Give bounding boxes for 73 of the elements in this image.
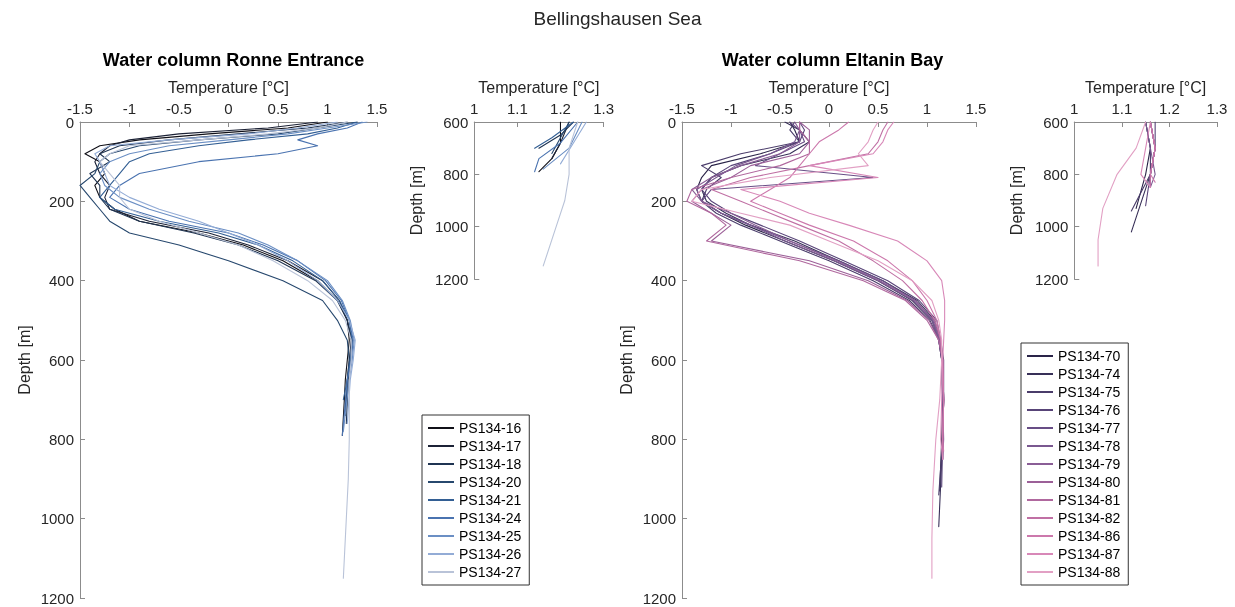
legend-label: PS134-81 xyxy=(1058,492,1121,508)
y-tick-label: 600 xyxy=(48,351,74,369)
y-tick-label: 800 xyxy=(443,165,469,183)
y-axis-title: Depth [m] xyxy=(407,165,425,236)
x-tick-label: 1.3 xyxy=(1206,100,1228,117)
legend-label: PS134-76 xyxy=(1058,402,1121,418)
legend-label: PS134-78 xyxy=(1058,438,1121,454)
y-tick-label: 600 xyxy=(650,351,676,369)
x-tick-label: 1 xyxy=(1070,100,1079,117)
x-axis-title: Temperature [°C] xyxy=(478,78,600,96)
chart-title: Water column Eltanin Bay xyxy=(721,50,944,70)
legend-label: PS134-87 xyxy=(1058,546,1121,562)
legend-label: PS134-27 xyxy=(459,564,522,580)
legend-label: PS134-24 xyxy=(459,510,522,526)
x-tick-label: 0 xyxy=(224,100,233,117)
x-tick-label: 0.5 xyxy=(267,100,289,117)
y-axis-title: Depth [m] xyxy=(1007,165,1025,236)
y-tick-label: 200 xyxy=(650,192,676,210)
y-tick-label: 600 xyxy=(443,113,469,131)
legend-label: PS134-77 xyxy=(1058,420,1121,436)
x-tick-label: 0 xyxy=(824,100,834,117)
x-tick-label: 1.5 xyxy=(965,100,987,117)
x-tick-label: 1.2 xyxy=(1158,100,1180,117)
x-tick-label: -0.5 xyxy=(767,100,793,117)
y-tick-label: 1200 xyxy=(40,589,74,607)
legend-label: PS134-20 xyxy=(459,474,522,490)
y-tick-label: 1000 xyxy=(434,218,469,236)
y-tick-label: 400 xyxy=(650,272,676,290)
legend-label: PS134-21 xyxy=(459,492,522,508)
y-tick-label: 800 xyxy=(650,430,676,448)
y-tick-label: 1000 xyxy=(642,510,676,528)
y-tick-label: 400 xyxy=(48,272,74,290)
y-tick-label: 1200 xyxy=(642,589,676,607)
y-tick-label: 1200 xyxy=(434,270,469,288)
legend-label: PS134-26 xyxy=(459,546,522,562)
legend-label: PS134-86 xyxy=(1058,528,1121,544)
y-tick-label: 800 xyxy=(48,430,74,448)
legend-label: PS134-70 xyxy=(1058,348,1121,364)
x-tick-label: 0.5 xyxy=(867,100,889,117)
legend-label: PS134-82 xyxy=(1058,510,1121,526)
legend-label: PS134-16 xyxy=(459,420,522,436)
legend-label: PS134-80 xyxy=(1058,474,1121,490)
legend-label: PS134-18 xyxy=(459,456,522,472)
x-tick-label: 1 xyxy=(922,100,932,117)
x-tick-label: 1 xyxy=(323,100,332,117)
y-tick-label: 1000 xyxy=(1034,218,1069,236)
legend-label: PS134-74 xyxy=(1058,366,1121,382)
y-tick-label: 200 xyxy=(48,192,74,210)
x-tick-label: 1.2 xyxy=(550,100,571,117)
x-tick-label: 1.3 xyxy=(593,100,614,117)
x-tick-label: 1.1 xyxy=(1111,100,1133,117)
legend-label: PS134-25 xyxy=(459,528,522,544)
legend-label: PS134-75 xyxy=(1058,384,1121,400)
x-tick-label: -1 xyxy=(122,100,137,117)
y-tick-label: 1000 xyxy=(40,510,74,528)
legend-label: PS134-79 xyxy=(1058,456,1121,472)
y-axis-title: Depth [m] xyxy=(617,325,635,395)
x-axis-title: Temperature [°C] xyxy=(768,78,890,96)
x-axis-title: Temperature [°C] xyxy=(167,78,290,96)
legend-label: PS134-17 xyxy=(459,438,522,454)
x-tick-label: -1 xyxy=(724,100,738,117)
x-axis-title: Temperature [°C] xyxy=(1085,78,1207,96)
x-tick-label: 1.1 xyxy=(506,100,528,117)
chart-title: Water column Ronne Entrance xyxy=(102,50,365,70)
legend-label: PS134-88 xyxy=(1058,564,1121,580)
x-tick-label: 1 xyxy=(470,100,479,117)
y-tick-label: 1200 xyxy=(1034,270,1069,288)
x-tick-label: 1.5 xyxy=(366,100,388,117)
x-tick-label: -0.5 xyxy=(166,100,192,117)
y-tick-label: 600 xyxy=(1043,113,1069,131)
y-tick-label: 800 xyxy=(1043,165,1069,183)
y-axis-title: Depth [m] xyxy=(15,325,33,395)
text: Bellingshausen Sea xyxy=(532,8,703,30)
